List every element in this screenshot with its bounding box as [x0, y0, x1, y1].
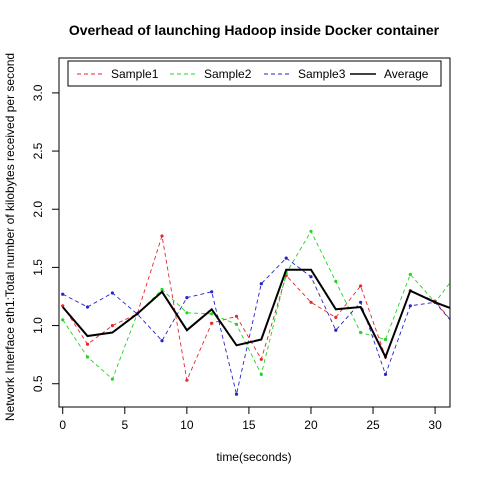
y-axis-label: Network Interface eth1:Total number of k…: [3, 53, 17, 421]
data-point-sample2: [359, 330, 363, 335]
data-point-sample1: [234, 314, 239, 318]
data-point-sample1: [185, 378, 189, 382]
x-tick-label: 15: [242, 418, 256, 432]
data-point-sample2: [210, 312, 214, 316]
legend-box: [67, 60, 442, 87]
data-point-sample3: [458, 330, 461, 333]
data-point-sample1: [334, 315, 338, 319]
data-point-sample3: [259, 282, 263, 286]
data-point-sample3: [284, 256, 288, 260]
data-point-sample1: [85, 342, 90, 346]
legend-label-sample1: Sample1: [111, 67, 159, 81]
plot-border: [58, 57, 451, 408]
data-point-sample3: [210, 290, 214, 294]
data-point-sample3: [85, 305, 90, 309]
x-tick-label: 5: [121, 418, 128, 432]
data-point-sample3: [359, 300, 363, 304]
x-tick-label: 25: [366, 418, 380, 432]
chart-title: Overhead of launching Hadoop inside Dock…: [69, 22, 440, 38]
axes-layer: 0 5 10 15 20 25 30 0.5 1.0 1.5 2.0 2.5 3.0: [31, 57, 451, 432]
y-tick-label: 1.5: [31, 259, 45, 276]
x-tick-label: 20: [304, 418, 318, 432]
legend: Sample1 Sample2 Sample3 Average: [67, 60, 442, 87]
y-tick-label: 2.5: [31, 142, 45, 159]
data-point-sample3: [383, 372, 388, 376]
series-line-sample3: [62, 257, 450, 395]
legend-label-sample2: Sample2: [204, 67, 252, 81]
data-point-sample1: [110, 324, 114, 328]
legend-label-sample3: Sample3: [298, 67, 346, 81]
series-line-sample2: [62, 230, 450, 380]
y-tick-label: 1.0: [31, 317, 45, 334]
data-point-sample1: [309, 300, 313, 304]
x-tick-label: 0: [59, 418, 66, 432]
data-point-sample2: [85, 355, 90, 359]
data-point-sample2: [458, 268, 461, 271]
data-point-sample1: [259, 357, 263, 361]
data-point-sample3: [408, 304, 412, 308]
y-tick-label: 3.0: [31, 84, 45, 101]
data-point-sample3: [185, 296, 189, 300]
data-point-sample1: [160, 234, 164, 238]
data-point-sample2: [234, 322, 239, 326]
data-point-sample3: [334, 328, 338, 332]
data-point-sample2: [383, 337, 388, 342]
data-point-sample2: [185, 311, 189, 315]
data-point-sample3: [61, 292, 65, 296]
data-point-sample3: [110, 291, 114, 295]
y-tick-label: 2.0: [31, 201, 45, 218]
x-tick-label: 30: [428, 418, 442, 432]
legend-label-average: Average: [384, 67, 429, 81]
plot-layer: [61, 229, 461, 396]
data-point-sample2: [110, 377, 114, 381]
y-tick-label: 0.5: [31, 375, 45, 392]
data-point-sample1: [210, 321, 214, 325]
data-point-sample3: [234, 392, 239, 396]
data-point-sample2: [408, 272, 412, 276]
data-point-sample3: [309, 275, 313, 279]
x-axis-label: time(seconds): [216, 450, 291, 464]
data-point-sample2: [61, 318, 65, 322]
data-point-sample1: [359, 284, 363, 288]
data-point-sample2: [309, 229, 313, 233]
series-line-average: [61, 268, 450, 360]
data-point-sample2: [160, 287, 164, 292]
data-point-sample2: [334, 279, 338, 283]
data-point-sample1: [458, 330, 461, 333]
x-tick-label: 10: [180, 418, 194, 432]
data-point-sample3: [160, 339, 164, 343]
data-point-sample2: [259, 372, 263, 376]
